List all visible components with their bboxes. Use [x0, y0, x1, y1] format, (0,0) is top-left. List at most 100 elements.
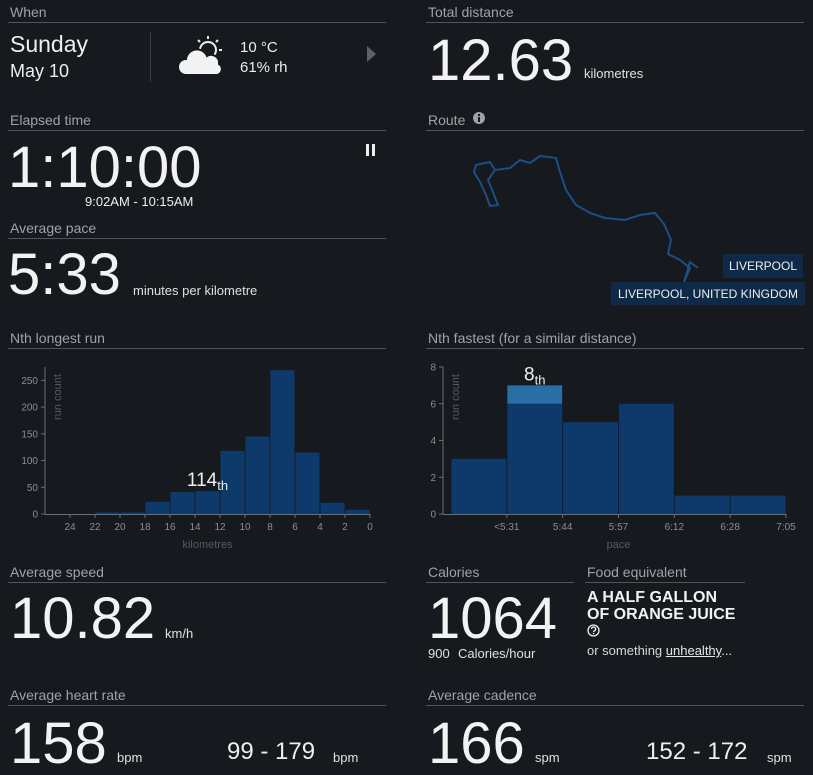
y-tick-label: 0	[430, 510, 436, 521]
temperature: 10 °C	[240, 39, 278, 56]
section-label: Average pace	[10, 220, 96, 236]
x-tick-label: 5:44	[553, 522, 573, 533]
x-tick-label: 10	[239, 522, 251, 533]
food-equivalent: A HALF GALLON OF ORANGE JUICE	[587, 589, 737, 640]
bar	[220, 450, 245, 514]
distance-value: 12.63	[428, 28, 573, 93]
food-link[interactable]: unhealthy	[665, 643, 722, 658]
speed-unit: km/h	[165, 626, 193, 641]
food-prefix: or something	[587, 643, 663, 658]
help-icon[interactable]	[587, 624, 600, 637]
x-tick-label: 2	[342, 522, 348, 533]
calories-rate-unit: Calories/hour	[458, 646, 536, 661]
day: Sunday	[10, 31, 89, 57]
section-label: When	[10, 4, 47, 20]
time-range: 9:02AM - 10:15AM	[85, 194, 193, 209]
bar	[245, 436, 270, 514]
next-button[interactable]	[367, 46, 376, 62]
pace-value: 5:33	[8, 242, 121, 307]
cadence-range: 152 - 172	[646, 738, 747, 765]
place-label: LIVERPOOL	[729, 259, 797, 273]
cadence-range-unit: spm	[767, 750, 792, 765]
bar	[145, 501, 170, 514]
section-label: Average heart rate	[10, 687, 126, 703]
place-tag	[611, 282, 805, 305]
rank-number: 114	[187, 470, 218, 491]
x-tick-label: 18	[139, 522, 151, 533]
chart-title: Nth fastest (for a similar distance)	[428, 330, 637, 346]
section-label: Food equivalent	[587, 564, 687, 580]
route-path	[472, 154, 699, 283]
cadence-value: 166	[428, 711, 525, 775]
x-tick-label: 6:12	[665, 522, 685, 533]
weather-icon	[177, 36, 223, 76]
section-label: Route	[428, 112, 466, 128]
date: May 10	[10, 61, 69, 81]
y-axis-label: run count	[450, 374, 462, 420]
x-tick-label: 7:05	[776, 522, 796, 533]
bar	[95, 512, 120, 514]
heart-rate-unit: bpm	[117, 750, 142, 765]
y-tick-label: 8	[430, 363, 436, 374]
place-tag	[723, 254, 803, 278]
y-tick-label: 250	[21, 376, 38, 387]
elapsed-value: 1:10:00	[8, 135, 202, 200]
heart-rate-value: 158	[10, 711, 107, 775]
chart-title: Nth longest run	[10, 330, 105, 346]
bar	[730, 495, 786, 514]
info-icon[interactable]	[473, 112, 485, 124]
rank-annotation: 114th	[187, 470, 228, 493]
pause-button[interactable]	[366, 144, 375, 156]
x-tick-label: 16	[164, 522, 176, 533]
heart-rate-range: 99 - 179	[227, 738, 315, 765]
x-axis-label: pace	[607, 539, 631, 551]
y-tick-label: 0	[32, 510, 38, 521]
bar	[120, 512, 145, 514]
bar	[619, 403, 674, 514]
y-tick-label: 150	[21, 429, 38, 440]
section-label: Average cadence	[428, 687, 537, 703]
x-tick-label: 0	[367, 522, 373, 533]
y-tick-label: 6	[430, 399, 436, 410]
section-label: Elapsed time	[10, 112, 91, 128]
section-label: Calories	[428, 564, 479, 580]
x-tick-label: 14	[189, 522, 201, 533]
y-tick-label: 200	[21, 403, 38, 414]
section-label: Total distance	[428, 4, 514, 20]
x-tick-label: 6	[292, 522, 298, 533]
x-tick-label: 24	[64, 522, 76, 533]
section-label: Average speed	[10, 564, 104, 580]
heart-rate-range-unit: bpm	[333, 750, 358, 765]
pace-unit: minutes per kilometre	[133, 283, 257, 298]
bar	[195, 491, 220, 514]
place-label: LIVERPOOL, UNITED KINGDOM	[618, 287, 798, 301]
speed-value: 10.82	[10, 586, 155, 651]
cadence-unit: spm	[535, 750, 560, 765]
food-text: A HALF GALLON OF ORANGE JUICE	[587, 589, 736, 623]
rank-suffix: th	[217, 478, 228, 493]
food-ellipsis: ...	[721, 643, 733, 658]
x-axis-label: kilometres	[182, 539, 233, 551]
rank-suffix: th	[535, 372, 546, 387]
bar	[451, 458, 507, 514]
bar	[170, 492, 195, 514]
y-tick-label: 2	[430, 473, 436, 484]
bar	[507, 385, 563, 404]
rank-number: 8	[524, 364, 535, 385]
y-tick-label: 4	[430, 436, 436, 447]
bar	[295, 452, 320, 514]
food-note: or something unhealthy...	[587, 643, 732, 658]
bar	[674, 495, 730, 514]
x-tick-label: 22	[89, 522, 101, 533]
distance-unit: kilometres	[584, 66, 644, 81]
y-tick-label: 50	[27, 483, 39, 494]
humidity: 61% rh	[240, 59, 288, 76]
bar	[507, 403, 563, 514]
x-tick-label: 8	[267, 522, 273, 533]
x-tick-label: 6:28	[720, 522, 740, 533]
x-tick-label: 4	[317, 522, 323, 533]
rank-annotation: 8th	[524, 364, 545, 387]
y-tick-label: 100	[21, 456, 38, 467]
